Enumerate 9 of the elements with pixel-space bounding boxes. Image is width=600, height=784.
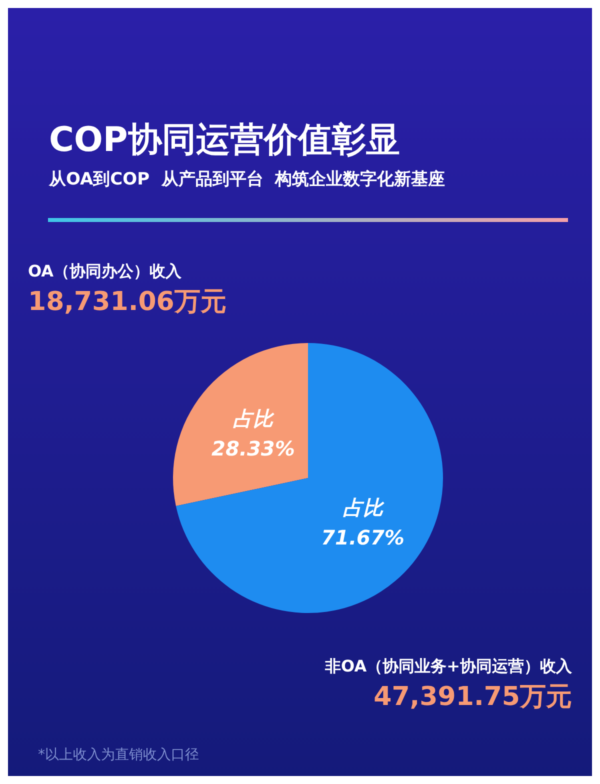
data-label: 占比 28.33% xyxy=(212,406,295,461)
text: 18,731.06万元 xyxy=(28,287,226,317)
chart-title: COP协同运营价值彰显 xyxy=(49,120,400,160)
text: 47,391.75万元 xyxy=(374,682,572,712)
chart-subtitle: 从OA到COP 从产品到平台 构筑企业数字化新基座 xyxy=(48,170,446,190)
slice-label: 非OA（协同业务+协同运营）收入 xyxy=(324,656,573,676)
text: *以上收入为直销收入口径 xyxy=(38,747,199,763)
slice-label: OA（协同办公）收入 xyxy=(28,262,183,280)
data-label: 占比 71.67% xyxy=(321,495,404,550)
